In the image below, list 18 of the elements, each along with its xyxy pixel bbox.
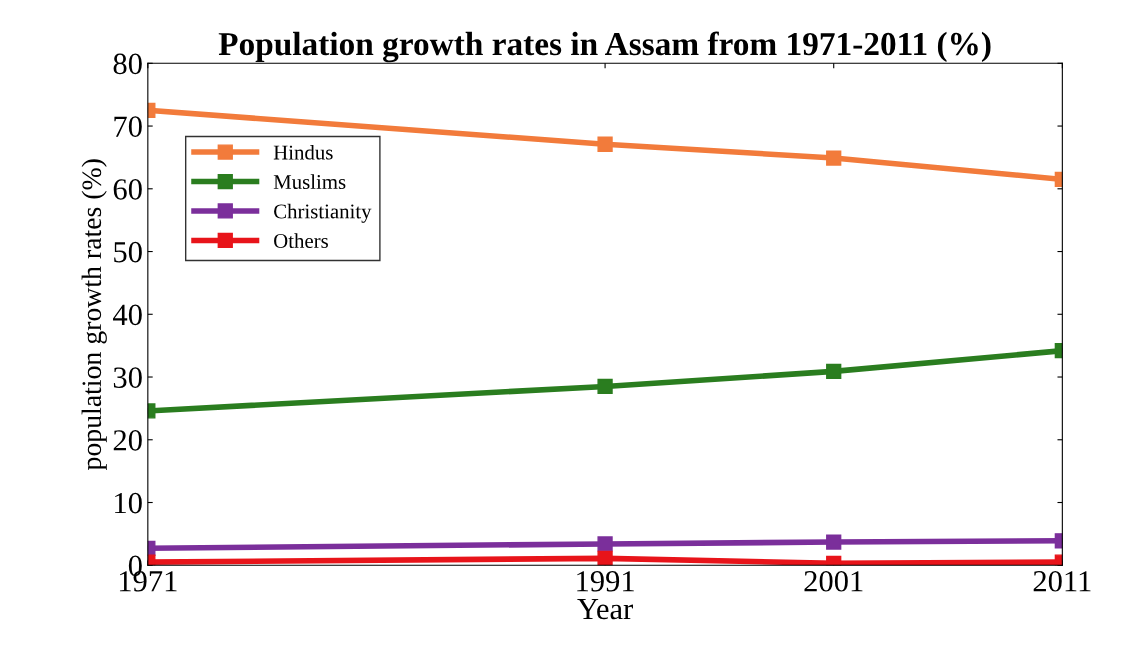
legend-label: Hindus [273,144,333,160]
y-tick-label: 50 [114,241,142,263]
x-tick-label: 1991 [577,571,634,592]
y-tick-label: 70 [114,116,142,137]
y-tick-label: 10 [115,492,142,514]
y-tick-label: 20 [113,430,142,451]
y-tick-label: 60 [113,179,142,200]
x-tick-label: 2011 [1033,570,1091,592]
y-tick-label: 40 [113,304,142,326]
y-tick-label: 80 [113,53,142,75]
legend-label: Muslims [273,174,346,190]
legend-label: Christianity [274,203,372,223]
chart-title: Population growth rates in Assam from 1971-2011 (%) [218,31,991,63]
legend-label: Others [274,233,328,248]
y-tick-label: 30 [113,367,142,388]
x-axis-title: Year [577,599,633,620]
x-tick-label: 2001 [804,570,863,592]
y-axis-title: population growth rates (%) [81,159,107,471]
